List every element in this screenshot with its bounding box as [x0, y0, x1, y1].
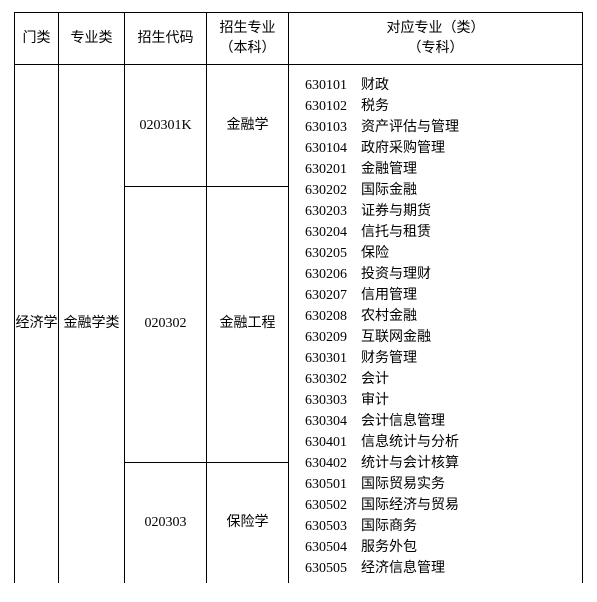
corresponding-item: 630503国际商务	[305, 516, 574, 537]
corresponding-name: 国际经济与贸易	[361, 498, 459, 513]
corresponding-item: 630201金融管理	[305, 159, 574, 180]
cell-corresponding-list: 630101财政630102税务630103资产评估与管理630104政府采购管…	[289, 65, 583, 584]
cell-admission-code: 020303	[125, 462, 207, 583]
corresponding-code: 630102	[305, 96, 361, 117]
header-category: 门类	[15, 13, 59, 65]
corresponding-item: 630204信托与租赁	[305, 222, 574, 243]
header-undergrad-major: 招生专业 （本科）	[207, 13, 289, 65]
header-corresponding-line2: （专科）	[408, 41, 464, 56]
corresponding-name: 会计	[361, 372, 389, 387]
corresponding-name: 政府采购管理	[361, 141, 445, 156]
cell-admission-code: 020302	[125, 186, 207, 462]
corresponding-item: 630302会计	[305, 369, 574, 390]
cell-undergrad-major: 保险学	[207, 462, 289, 583]
header-admission-code: 招生代码	[125, 13, 207, 65]
corresponding-item: 630303审计	[305, 390, 574, 411]
cell-admission-code: 020301K	[125, 65, 207, 187]
corresponding-code: 630103	[305, 117, 361, 138]
header-undergrad-major-line2: （本科）	[220, 41, 276, 56]
corresponding-item: 630504服务外包	[305, 537, 574, 558]
corresponding-name: 国际商务	[361, 519, 417, 534]
corresponding-code: 630301	[305, 348, 361, 369]
cell-major-class: 金融学类	[59, 65, 125, 584]
corresponding-name: 农村金融	[361, 309, 417, 324]
corresponding-code: 630402	[305, 453, 361, 474]
cell-undergrad-major: 金融工程	[207, 186, 289, 462]
corresponding-item: 630304会计信息管理	[305, 411, 574, 432]
corresponding-code: 630304	[305, 411, 361, 432]
corresponding-item: 630402统计与会计核算	[305, 453, 574, 474]
major-mapping-table: 门类 专业类 招生代码 招生专业 （本科） 对应专业（类） （专科） 经济学 金…	[14, 12, 583, 583]
header-corresponding-line1: 对应专业（类）	[387, 21, 485, 36]
corresponding-item: 630501国际贸易实务	[305, 474, 574, 495]
corresponding-code: 630302	[305, 369, 361, 390]
corresponding-name: 审计	[361, 393, 389, 408]
corresponding-code: 630501	[305, 474, 361, 495]
table-row: 经济学 金融学类 020301K 金融学 630101财政630102税务630…	[15, 65, 583, 187]
header-row: 门类 专业类 招生代码 招生专业 （本科） 对应专业（类） （专科）	[15, 13, 583, 65]
corresponding-name: 服务外包	[361, 540, 417, 555]
corresponding-name: 证券与期货	[361, 204, 431, 219]
corresponding-item: 630206投资与理财	[305, 264, 574, 285]
corresponding-code: 630209	[305, 327, 361, 348]
corresponding-code: 630206	[305, 264, 361, 285]
corresponding-item: 630205保险	[305, 243, 574, 264]
corresponding-name: 国际金融	[361, 183, 417, 198]
corresponding-name: 经济信息管理	[361, 561, 445, 576]
header-corresponding-major: 对应专业（类） （专科）	[289, 13, 583, 65]
corresponding-item: 630301财务管理	[305, 348, 574, 369]
corresponding-item: 630202国际金融	[305, 180, 574, 201]
corresponding-name: 金融管理	[361, 162, 417, 177]
corresponding-code: 630303	[305, 390, 361, 411]
cell-undergrad-major: 金融学	[207, 65, 289, 187]
corresponding-item: 630101财政	[305, 75, 574, 96]
corresponding-code: 630205	[305, 243, 361, 264]
corresponding-item: 630208农村金融	[305, 306, 574, 327]
corresponding-code: 630101	[305, 75, 361, 96]
corresponding-item: 630207信用管理	[305, 285, 574, 306]
corresponding-name: 国际贸易实务	[361, 477, 445, 492]
corresponding-code: 630208	[305, 306, 361, 327]
header-undergrad-major-line1: 招生专业	[220, 21, 276, 36]
corresponding-name: 互联网金融	[361, 330, 431, 345]
corresponding-name: 信用管理	[361, 288, 417, 303]
corresponding-code: 630203	[305, 201, 361, 222]
corresponding-item: 630505经济信息管理	[305, 558, 574, 579]
corresponding-item: 630502国际经济与贸易	[305, 495, 574, 516]
corresponding-code: 630207	[305, 285, 361, 306]
cell-category: 经济学	[15, 65, 59, 584]
header-major-class: 专业类	[59, 13, 125, 65]
corresponding-code: 630401	[305, 432, 361, 453]
corresponding-item: 630401信息统计与分析	[305, 432, 574, 453]
corresponding-code: 630504	[305, 537, 361, 558]
corresponding-name: 信息统计与分析	[361, 435, 459, 450]
page: 门类 专业类 招生代码 招生专业 （本科） 对应专业（类） （专科） 经济学 金…	[0, 0, 597, 602]
corresponding-name: 税务	[361, 99, 389, 114]
corresponding-name: 财政	[361, 78, 389, 93]
corresponding-code: 630202	[305, 180, 361, 201]
corresponding-name: 信托与租赁	[361, 225, 431, 240]
corresponding-code: 630201	[305, 159, 361, 180]
corresponding-code: 630502	[305, 495, 361, 516]
corresponding-item: 630102税务	[305, 96, 574, 117]
corresponding-code: 630104	[305, 138, 361, 159]
corresponding-code: 630503	[305, 516, 361, 537]
corresponding-item: 630209互联网金融	[305, 327, 574, 348]
corresponding-item: 630104政府采购管理	[305, 138, 574, 159]
corresponding-name: 统计与会计核算	[361, 456, 459, 471]
corresponding-item: 630103资产评估与管理	[305, 117, 574, 138]
corresponding-name: 会计信息管理	[361, 414, 445, 429]
corresponding-item: 630203证券与期货	[305, 201, 574, 222]
corresponding-code: 630204	[305, 222, 361, 243]
corresponding-code: 630505	[305, 558, 361, 579]
corresponding-name: 投资与理财	[361, 267, 431, 282]
corresponding-name: 财务管理	[361, 351, 417, 366]
corresponding-name: 资产评估与管理	[361, 120, 459, 135]
corresponding-name: 保险	[361, 246, 389, 261]
